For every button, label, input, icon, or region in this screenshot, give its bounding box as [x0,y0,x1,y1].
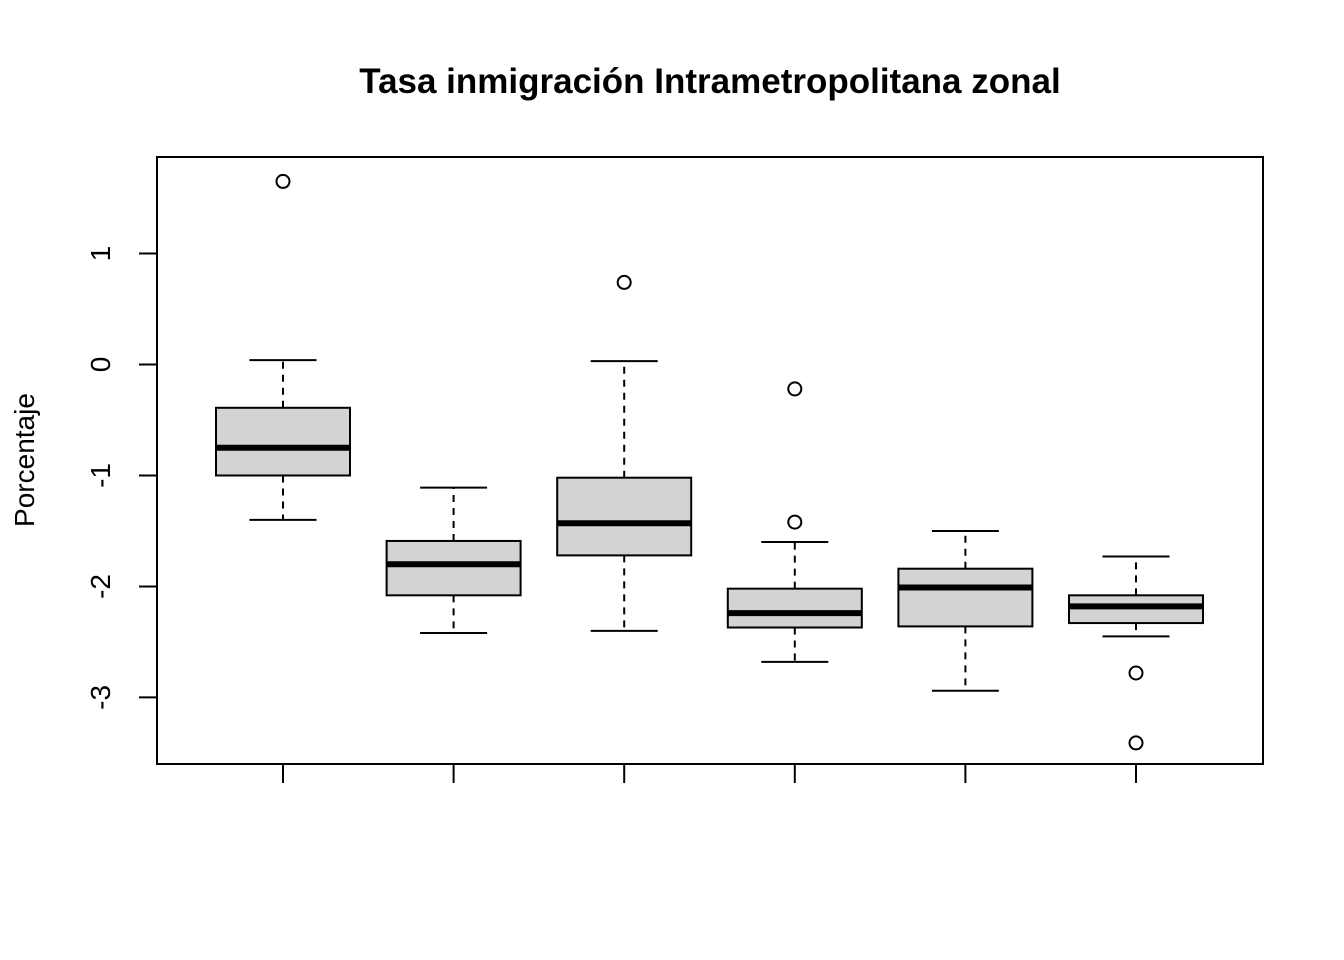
outlier-point [1128,735,1144,751]
y-tick-label: -1 [85,463,116,488]
y-tick-label: -2 [85,574,116,599]
chart-title: Tasa inmigración Intrametropolitana zona… [359,62,1060,101]
box-group [897,529,1034,692]
box-group [726,381,863,663]
box-group [385,486,522,635]
iqr-box [385,539,522,597]
boxes [215,173,1204,751]
iqr-box [897,567,1034,628]
box-group [215,173,351,521]
iqr-box [726,587,863,629]
y-axis-label: Porcentaje [9,393,40,527]
outlier-point [787,514,803,530]
y-axis: 1 0 -1 -2 -3 [85,246,158,710]
y-tick-label: 1 [85,246,116,262]
outlier-point [275,173,291,189]
iqr-box [215,406,351,477]
outlier-point [616,274,632,290]
iqr-box [556,476,693,557]
y-tick-label: 0 [85,357,116,373]
outlier-point [787,381,803,397]
box-group [1068,555,1204,751]
y-tick-label: -3 [85,685,116,710]
x-axis [282,764,1137,783]
box-group [556,274,693,632]
outlier-point [1128,665,1144,681]
